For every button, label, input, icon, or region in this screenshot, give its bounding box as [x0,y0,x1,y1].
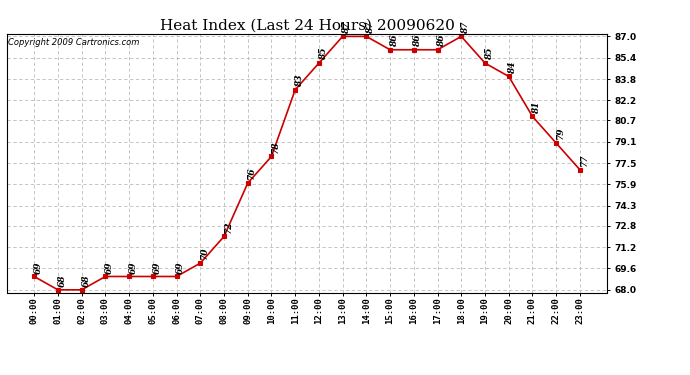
Text: 78: 78 [271,141,280,154]
Text: 87: 87 [342,21,351,34]
Text: 69: 69 [105,261,114,274]
Text: 79: 79 [556,128,565,140]
Title: Heat Index (Last 24 Hours) 20090620: Heat Index (Last 24 Hours) 20090620 [159,19,455,33]
Text: Copyright 2009 Cartronics.com: Copyright 2009 Cartronics.com [8,38,139,46]
Text: 86: 86 [390,34,399,47]
Text: 68: 68 [57,274,66,287]
Text: 69: 69 [34,261,43,274]
Text: 68: 68 [81,274,90,287]
Text: 77: 77 [580,154,589,167]
Text: 87: 87 [461,21,470,34]
Text: 69: 69 [129,261,138,274]
Text: 87: 87 [366,21,375,34]
Text: 83: 83 [295,75,304,87]
Text: 69: 69 [152,261,161,274]
Text: 84: 84 [509,61,518,74]
Text: 86: 86 [437,34,446,47]
Text: 86: 86 [413,34,422,47]
Text: 72: 72 [224,221,233,234]
Text: 69: 69 [176,261,185,274]
Text: 85: 85 [484,48,493,60]
Text: 70: 70 [200,248,209,260]
Text: 85: 85 [319,48,328,60]
Text: 76: 76 [248,168,257,180]
Text: 81: 81 [532,101,541,114]
